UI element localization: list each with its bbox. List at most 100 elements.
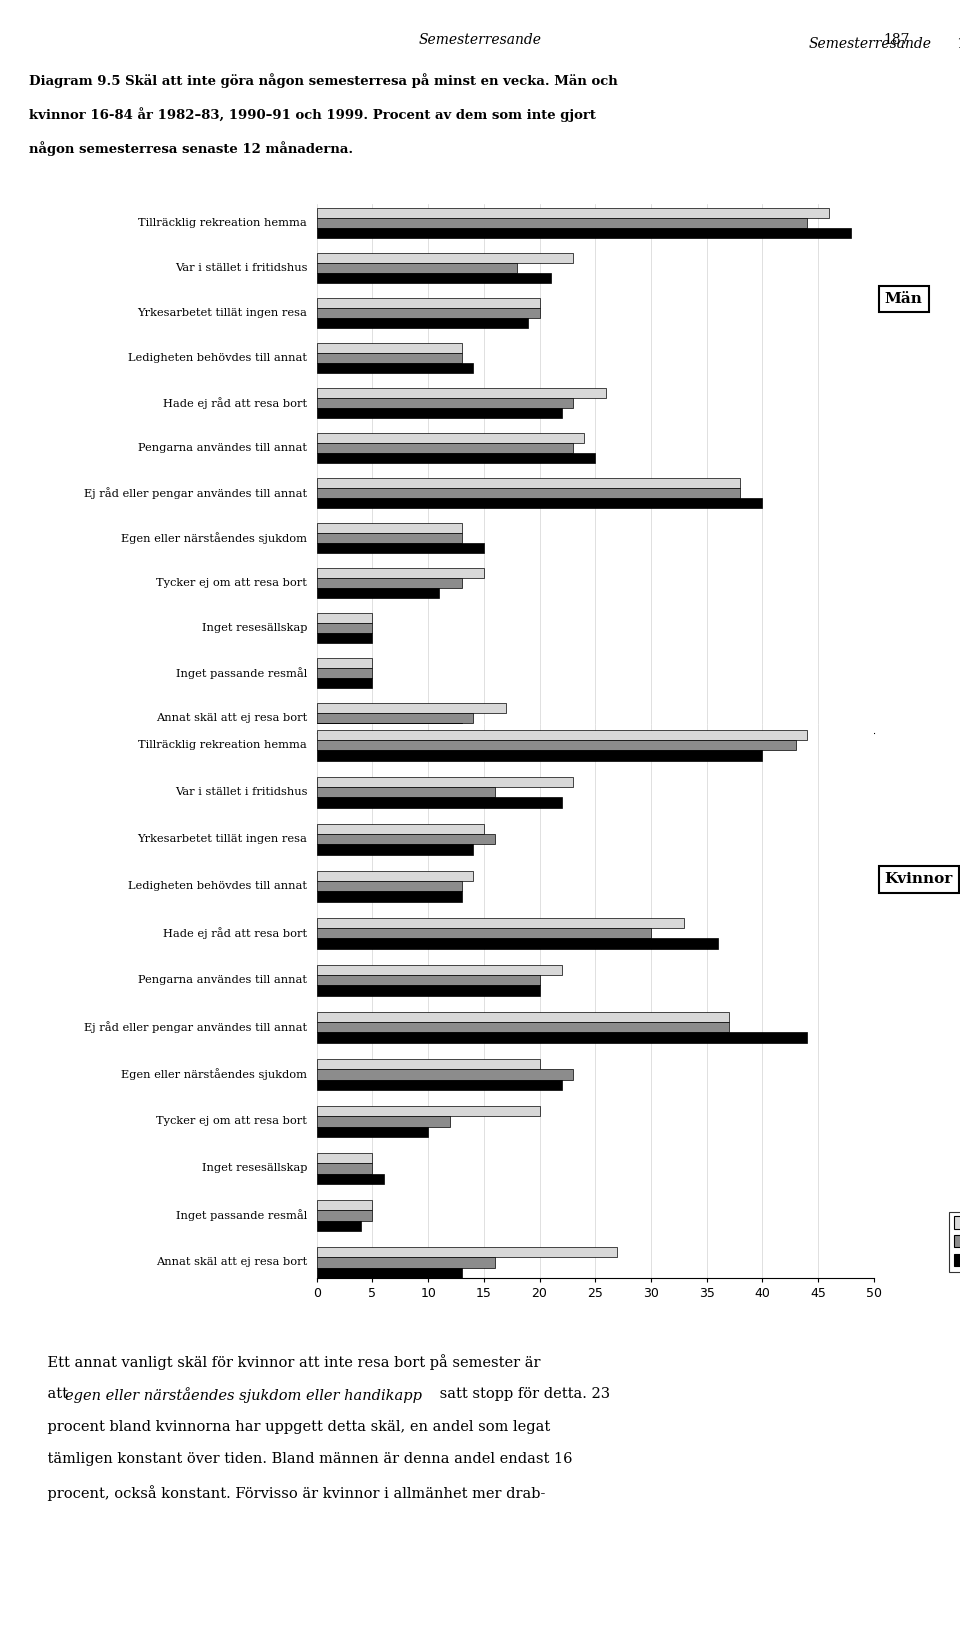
Text: Hade ej råd att resa bort: Hade ej råd att resa bort <box>163 397 307 409</box>
Bar <box>317 409 562 418</box>
Bar <box>317 1153 372 1164</box>
Text: Annat skäl att ej resa bort: Annat skäl att ej resa bort <box>156 713 307 723</box>
Text: procent, också konstant. Förvisso är kvinnor i allmänhet mer drab-: procent, också konstant. Förvisso är kvi… <box>29 1485 545 1501</box>
Bar <box>317 532 462 542</box>
Text: Inget resesällskap: Inget resesällskap <box>202 1164 307 1174</box>
Bar <box>317 498 762 508</box>
Bar <box>317 1079 562 1089</box>
Bar <box>317 918 684 928</box>
Bar <box>317 777 573 786</box>
Bar <box>317 751 762 760</box>
Bar <box>317 228 852 238</box>
Bar <box>317 703 506 713</box>
Bar <box>317 713 472 723</box>
Bar <box>317 218 806 228</box>
Bar <box>317 254 573 264</box>
Text: Egen eller närståendes sjukdom: Egen eller närståendes sjukdom <box>121 1068 307 1081</box>
Bar <box>317 633 372 643</box>
Text: Yrkesarbetet tillät ingen resa: Yrkesarbetet tillät ingen resa <box>137 308 307 317</box>
Text: Yrkesarbetet tillät ingen resa: Yrkesarbetet tillät ingen resa <box>137 834 307 845</box>
Text: någon semesterresa senaste 12 månaderna.: någon semesterresa senaste 12 månaderna. <box>29 142 353 156</box>
Bar <box>317 568 484 578</box>
Bar <box>317 208 829 218</box>
Text: Inget passande resmål: Inget passande resmål <box>176 1210 307 1221</box>
Bar <box>317 488 740 498</box>
Bar <box>317 938 718 949</box>
Bar <box>317 317 528 327</box>
Text: Ej råd eller pengar användes till annat: Ej råd eller pengar användes till annat <box>84 487 307 498</box>
Bar <box>317 1268 462 1278</box>
Bar <box>317 729 806 741</box>
Text: Annat skäl att ej resa bort: Annat skäl att ej resa bort <box>156 1257 307 1268</box>
Bar <box>317 1164 372 1174</box>
Bar <box>317 344 462 353</box>
Bar <box>317 453 595 462</box>
Text: kvinnor 16-84 år 1982–83, 1990–91 och 1999. Procent av dem som inte gjort: kvinnor 16-84 år 1982–83, 1990–91 och 19… <box>29 107 595 122</box>
Text: Tycker ej om att resa bort: Tycker ej om att resa bort <box>156 578 307 588</box>
Bar <box>317 588 440 597</box>
Bar <box>317 1210 372 1221</box>
Text: Pengarna användes till annat: Pengarna användes till annat <box>138 975 307 985</box>
Bar <box>317 1257 495 1268</box>
Bar <box>317 614 372 624</box>
Text: Inget resesällskap: Inget resesällskap <box>202 624 307 633</box>
Text: Ett annat vanligt skäl för kvinnor att inte resa bort på semester är: Ett annat vanligt skäl för kvinnor att i… <box>29 1354 540 1371</box>
Bar <box>317 658 372 667</box>
Bar <box>317 433 584 443</box>
Bar <box>317 677 372 687</box>
Bar <box>317 928 651 938</box>
Bar <box>317 1022 729 1032</box>
Text: Semesterresande: Semesterresande <box>419 33 541 47</box>
Text: Ej råd eller pengar användes till annat: Ej råd eller pengar användes till annat <box>84 1021 307 1034</box>
Bar <box>317 845 472 855</box>
Text: Egen eller närståendes sjukdom: Egen eller närståendes sjukdom <box>121 532 307 544</box>
Bar <box>317 1070 573 1079</box>
Bar <box>317 965 562 975</box>
Bar <box>317 523 462 532</box>
Bar <box>317 274 551 283</box>
Bar <box>317 824 484 834</box>
Text: Pengarna användes till annat: Pengarna användes till annat <box>138 443 307 453</box>
Bar <box>317 881 462 892</box>
Text: Kvinnor: Kvinnor <box>885 873 953 886</box>
Text: att: att <box>29 1387 72 1402</box>
Bar <box>317 892 462 902</box>
Text: Hade ej råd att resa bort: Hade ej råd att resa bort <box>163 928 307 939</box>
Text: 187: 187 <box>931 37 960 52</box>
Bar <box>317 871 472 881</box>
Bar <box>317 1011 729 1022</box>
Bar <box>317 786 495 798</box>
Bar <box>317 399 573 409</box>
Bar <box>317 353 462 363</box>
Bar <box>317 975 540 985</box>
Bar <box>317 1058 540 1070</box>
Bar <box>317 479 740 488</box>
Bar <box>317 985 540 996</box>
Bar <box>317 1221 361 1231</box>
Text: Var i stället i fritidshus: Var i stället i fritidshus <box>175 788 307 798</box>
Text: Ledigheten behövdes till annat: Ledigheten behövdes till annat <box>129 353 307 363</box>
Bar <box>317 834 495 845</box>
Text: 187: 187 <box>883 33 910 47</box>
Bar <box>317 667 372 677</box>
Text: Ledigheten behövdes till annat: Ledigheten behövdes till annat <box>129 881 307 891</box>
Bar <box>317 723 462 733</box>
Bar <box>317 363 472 373</box>
Text: procent bland kvinnorna har uppgett detta skäl, en andel som legat: procent bland kvinnorna har uppgett dett… <box>29 1420 550 1434</box>
Text: Inget passande resmål: Inget passande resmål <box>176 667 307 679</box>
Bar <box>317 1127 428 1136</box>
Text: tämligen konstant över tiden. Bland männen är denna andel endast 16: tämligen konstant över tiden. Bland männ… <box>29 1452 572 1467</box>
Bar <box>317 443 573 453</box>
Bar <box>317 1174 384 1184</box>
Text: Tillräcklig rekreation hemma: Tillräcklig rekreation hemma <box>138 741 307 751</box>
Text: Tycker ej om att resa bort: Tycker ej om att resa bort <box>156 1117 307 1127</box>
Bar <box>317 1200 372 1210</box>
Bar <box>317 578 462 588</box>
Text: satt stopp för detta. 23: satt stopp för detta. 23 <box>435 1387 610 1402</box>
Text: Diagram 9.5 Skäl att inte göra någon semesterresa på minst en vecka. Män och: Diagram 9.5 Skäl att inte göra någon sem… <box>29 73 617 88</box>
Bar <box>317 542 484 554</box>
Text: Män: Män <box>885 291 923 306</box>
Bar <box>317 308 540 317</box>
Bar <box>317 1105 540 1117</box>
Bar <box>317 1117 450 1127</box>
